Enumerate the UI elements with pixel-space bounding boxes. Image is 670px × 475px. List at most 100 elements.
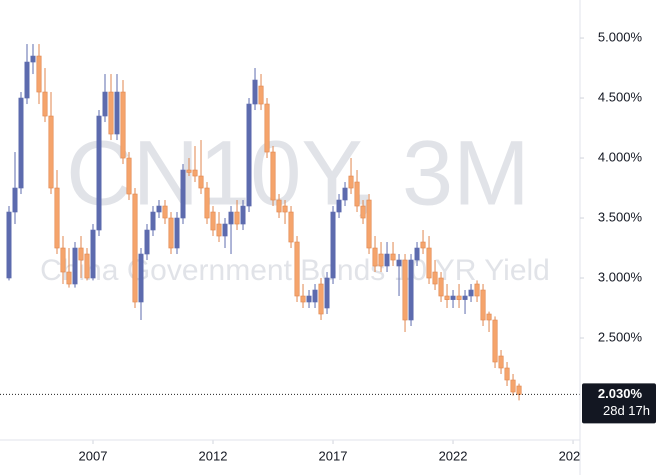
candle-body [48,115,54,189]
candle-body [384,253,390,267]
candle-body [450,295,456,300]
candle-body [282,205,288,213]
candle-body [150,211,156,231]
candle-body [342,187,348,201]
candle-body [252,79,258,105]
candle-body [468,289,474,297]
x-tick-label: 2007 [79,448,108,463]
candle-body [306,295,312,303]
candle-body [60,247,66,273]
candle-body [486,313,492,321]
plot-area [0,44,580,401]
candle-body [240,205,246,225]
candle-body [300,295,306,303]
candle-body [420,241,426,249]
candle-body [324,277,330,309]
candle-body [474,283,480,297]
candle-body [396,259,402,267]
candle-body [6,211,12,279]
x-tick-label: 2017 [319,448,348,463]
candle-body [516,385,522,395]
candle-body [174,217,180,249]
candle-body [402,259,408,321]
candle-body [408,259,414,321]
candle-body [444,295,450,300]
candle-body [132,193,138,303]
candle-body [114,91,120,135]
candle-body [186,169,192,173]
candle-body [480,289,486,321]
candle-body [192,169,198,177]
candle-body [102,91,108,117]
y-tick-label: 3.000% [598,269,643,284]
candle-body [12,187,18,213]
candle-body [72,247,78,285]
candle-body [90,229,96,279]
candle-body [462,295,468,300]
candle-body [498,355,504,369]
candle-body [348,175,354,189]
candle-body [312,289,318,303]
candle-body [378,253,384,267]
candle-body [162,205,168,219]
candle-body [492,319,498,363]
candle-body [30,55,36,63]
candle-body [222,223,228,237]
watermark-title: CN10Y, 3M [66,122,530,224]
x-tick-label: 2012 [199,448,228,463]
candle-body [138,253,144,303]
candle-body [258,85,264,105]
candle-body [330,211,336,279]
candle-body [234,211,240,225]
y-tick-label: 4.000% [598,149,643,164]
candle-body [66,271,72,285]
last-price-label: 2.030% [598,386,643,401]
candle-body [210,211,216,231]
candle-body [360,205,366,219]
candle-body [108,91,114,135]
candle-body [354,181,360,207]
candle-body [270,151,276,201]
candle-body [372,247,378,267]
candle-body [168,217,174,249]
candle-body [276,199,282,213]
candle-body [228,211,234,225]
y-tick-label: 4.500% [598,89,643,104]
candle-body [24,61,30,99]
candle-body [156,205,162,213]
candle-body [456,295,462,300]
candle-body [366,199,372,249]
candle-body [96,115,102,231]
candle-body [246,103,252,207]
candle-body [336,199,342,213]
candle-body [120,91,126,159]
candle-body [204,187,210,219]
x-tick-label: 2022 [439,448,468,463]
candle-body [42,91,48,117]
candle-body [54,187,60,249]
candle-body [318,283,324,315]
candle-body [438,277,444,297]
candle-body [144,229,150,255]
y-tick-label: 5.000% [598,29,643,44]
candle-body [264,103,270,153]
candle-body [18,97,24,189]
candle-body [510,379,516,393]
candle-body [126,157,132,195]
candle-body [504,367,510,381]
countdown-label: 28d 17h [603,403,650,418]
candle-body [288,211,294,243]
candle-body [294,241,300,297]
y-tick-label: 2.500% [598,329,643,344]
candle-body [426,247,432,279]
y-tick-label: 3.500% [598,209,643,224]
candle-body [432,271,438,285]
last-price-badge [582,383,656,424]
candle-body [216,223,222,237]
candle-body [180,169,186,219]
candle-body [414,247,420,261]
candle-body [198,175,204,189]
candle-body [84,253,90,279]
